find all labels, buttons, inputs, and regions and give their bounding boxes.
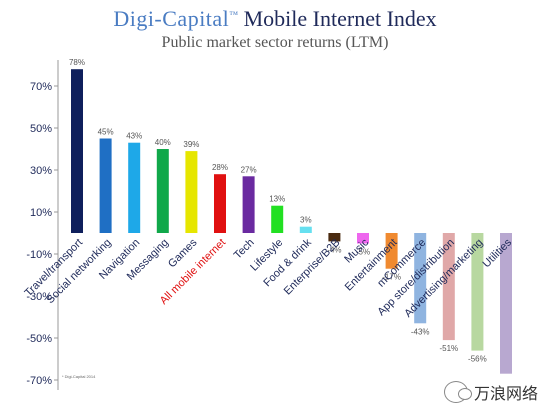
index-name: Mobile Internet Index: [243, 6, 437, 31]
bar: [328, 233, 341, 242]
chart-subtitle: Public market sector returns (LTM): [161, 34, 389, 51]
chart-title: Digi-Capital™ Mobile Internet Index: [0, 6, 550, 32]
bar: [214, 174, 226, 233]
wechat-icon: [443, 381, 472, 403]
bar: [185, 151, 198, 233]
data-label: 45%: [98, 128, 114, 137]
y-tick-label: -10%: [26, 249, 52, 261]
watermark-text: 万浪网络: [473, 384, 538, 403]
category-label: Tech: [232, 237, 257, 262]
y-tick-label: -70%: [26, 375, 52, 387]
y-tick-label: 50%: [30, 123, 52, 135]
data-label: 28%: [212, 163, 228, 172]
bar: [156, 149, 169, 233]
data-label: -5%: [356, 248, 370, 257]
bar: [299, 226, 312, 233]
y-tick-label: 30%: [30, 165, 52, 177]
brand-name: Digi-Capital: [113, 6, 230, 31]
bar: [442, 233, 455, 341]
bar: [471, 233, 484, 351]
data-label: -56%: [468, 355, 487, 364]
y-tick-label: -30%: [26, 291, 52, 303]
bar: [414, 233, 427, 324]
bar: [271, 205, 284, 233]
data-label: 3%: [300, 216, 312, 225]
data-label: -17%: [382, 273, 401, 282]
watermark: 万浪网络: [439, 378, 542, 406]
data-label: -4%: [327, 245, 341, 254]
bar: [357, 233, 369, 244]
data-label: 43%: [126, 132, 142, 141]
source-note: * Digi-Capital 2014: [62, 374, 96, 379]
data-label: 40%: [155, 138, 171, 147]
y-tick-label: 70%: [30, 81, 52, 93]
bar: [500, 233, 512, 374]
data-label: 78%: [69, 58, 85, 67]
bar: [385, 233, 398, 269]
chart-header: Digi-Capital™ Mobile Internet Index Publ…: [0, 0, 550, 58]
bar: [99, 138, 112, 233]
data-label: -43%: [411, 327, 430, 336]
data-label: 13%: [269, 195, 285, 204]
trademark-mark: ™: [229, 9, 239, 20]
y-tick-label: -50%: [26, 333, 52, 345]
bar: [71, 69, 83, 233]
data-label: 27%: [241, 165, 257, 174]
bar: [128, 142, 141, 233]
bar: [242, 176, 255, 233]
y-tick-label: 10%: [30, 207, 52, 219]
data-label: -51%: [439, 344, 458, 353]
data-label: 39%: [183, 140, 199, 149]
